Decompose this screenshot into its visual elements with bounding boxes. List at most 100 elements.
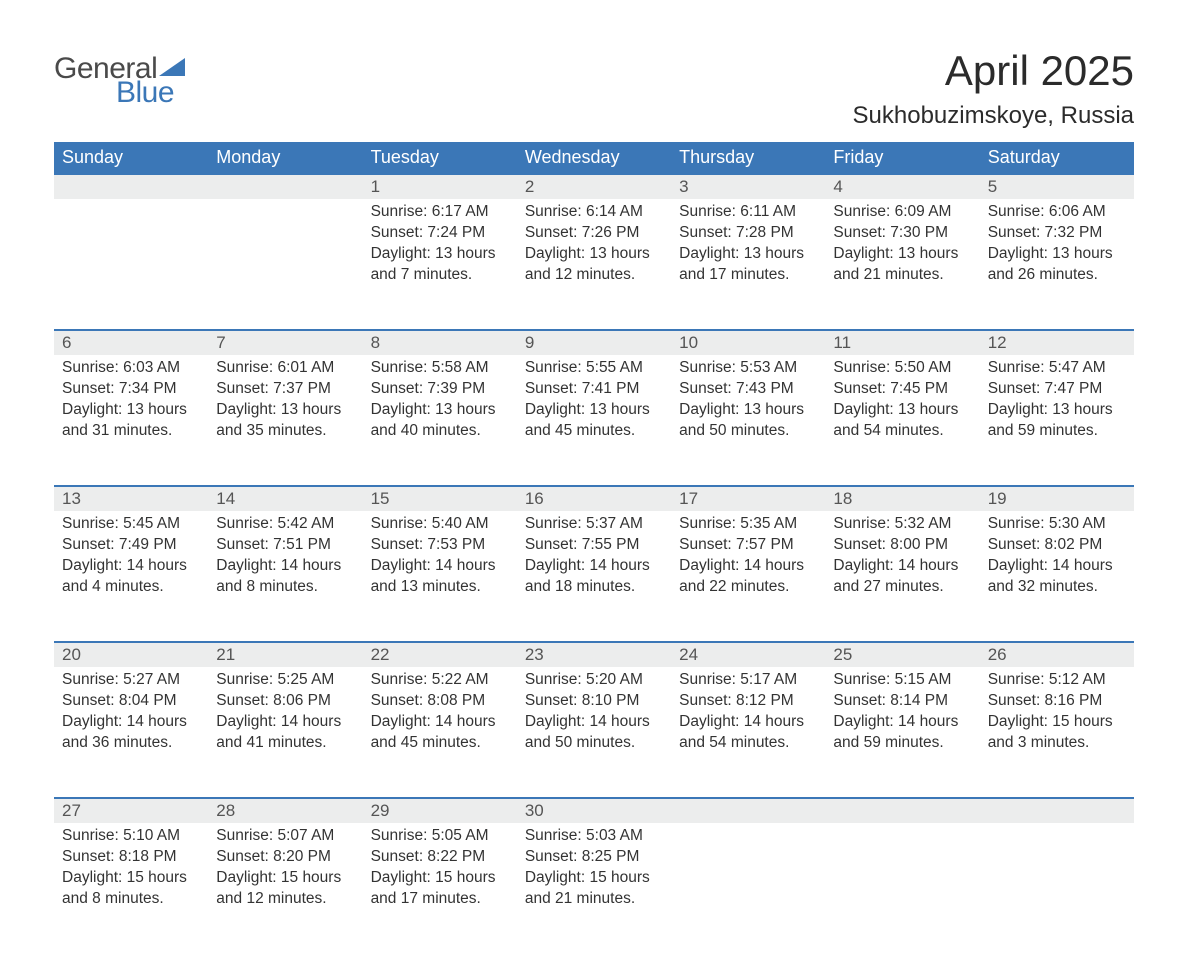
sunrise-text: Sunrise: 5:30 AM [988, 514, 1126, 535]
daylight2-text: and 54 minutes. [833, 421, 971, 442]
sunset-text: Sunset: 7:26 PM [525, 223, 663, 244]
daylight1-text: Daylight: 14 hours [833, 712, 971, 733]
day-details: Sunrise: 6:03 AMSunset: 7:34 PMDaylight:… [54, 355, 208, 460]
day-number: 4 [825, 173, 979, 199]
day-details: Sunrise: 6:11 AMSunset: 7:28 PMDaylight:… [671, 199, 825, 304]
sunset-text: Sunset: 7:53 PM [371, 535, 509, 556]
daylight2-text: and 50 minutes. [679, 421, 817, 442]
day-cell: Sunrise: 6:11 AMSunset: 7:28 PMDaylight:… [671, 199, 825, 329]
day-details: Sunrise: 5:55 AMSunset: 7:41 PMDaylight:… [517, 355, 671, 460]
day-details: Sunrise: 5:47 AMSunset: 7:47 PMDaylight:… [980, 355, 1134, 460]
day-cell: Sunrise: 5:55 AMSunset: 7:41 PMDaylight:… [517, 355, 671, 485]
sunrise-text: Sunrise: 6:14 AM [525, 202, 663, 223]
day-cell: Sunrise: 6:17 AMSunset: 7:24 PMDaylight:… [363, 199, 517, 329]
day-cell: Sunrise: 5:45 AMSunset: 7:49 PMDaylight:… [54, 511, 208, 641]
day-details: Sunrise: 6:14 AMSunset: 7:26 PMDaylight:… [517, 199, 671, 304]
sunrise-text: Sunrise: 5:12 AM [988, 670, 1126, 691]
day-number: 27 [54, 797, 208, 823]
daylight2-text: and 22 minutes. [679, 577, 817, 598]
daylight2-text: and 7 minutes. [371, 265, 509, 286]
day-cell: Sunrise: 6:09 AMSunset: 7:30 PMDaylight:… [825, 199, 979, 329]
daylight1-text: Daylight: 14 hours [525, 712, 663, 733]
page: General Blue April 2025 Sukhobuzimskoye,… [0, 0, 1188, 918]
daylight1-text: Daylight: 14 hours [525, 556, 663, 577]
day-cell: Sunrise: 6:14 AMSunset: 7:26 PMDaylight:… [517, 199, 671, 329]
day-cell [208, 199, 362, 329]
day-details: Sunrise: 5:37 AMSunset: 7:55 PMDaylight:… [517, 511, 671, 616]
day-number [825, 797, 979, 823]
day-number: 19 [980, 485, 1134, 511]
daylight2-text: and 36 minutes. [62, 733, 200, 754]
sunset-text: Sunset: 8:20 PM [216, 847, 354, 868]
weekday-header-row: Sunday Monday Tuesday Wednesday Thursday… [54, 142, 1134, 173]
day-number: 18 [825, 485, 979, 511]
day-details: Sunrise: 5:17 AMSunset: 8:12 PMDaylight:… [671, 667, 825, 772]
daylight2-text: and 13 minutes. [371, 577, 509, 598]
weekday-header: Friday [825, 142, 979, 173]
sunrise-text: Sunrise: 6:01 AM [216, 358, 354, 379]
day-number: 13 [54, 485, 208, 511]
sunrise-text: Sunrise: 5:03 AM [525, 826, 663, 847]
daylight2-text: and 45 minutes. [525, 421, 663, 442]
header: General Blue April 2025 Sukhobuzimskoye,… [54, 48, 1134, 130]
day-number: 6 [54, 329, 208, 355]
day-cell: Sunrise: 5:37 AMSunset: 7:55 PMDaylight:… [517, 511, 671, 641]
day-number: 25 [825, 641, 979, 667]
daylight2-text: and 8 minutes. [62, 889, 200, 910]
sunset-text: Sunset: 7:24 PM [371, 223, 509, 244]
week-number-row: 20212223242526 [54, 641, 1134, 667]
daylight1-text: Daylight: 14 hours [988, 556, 1126, 577]
sunset-text: Sunset: 8:10 PM [525, 691, 663, 712]
logo-text-blue: Blue [116, 78, 185, 108]
month-title: April 2025 [853, 48, 1134, 94]
sunrise-text: Sunrise: 5:15 AM [833, 670, 971, 691]
day-cell: Sunrise: 5:17 AMSunset: 8:12 PMDaylight:… [671, 667, 825, 797]
daylight2-text: and 21 minutes. [525, 889, 663, 910]
daylight1-text: Daylight: 13 hours [62, 400, 200, 421]
day-cell: Sunrise: 5:12 AMSunset: 8:16 PMDaylight:… [980, 667, 1134, 797]
sunrise-text: Sunrise: 5:07 AM [216, 826, 354, 847]
day-details: Sunrise: 6:06 AMSunset: 7:32 PMDaylight:… [980, 199, 1134, 304]
sunrise-text: Sunrise: 5:17 AM [679, 670, 817, 691]
sunset-text: Sunset: 7:55 PM [525, 535, 663, 556]
sunrise-text: Sunrise: 5:42 AM [216, 514, 354, 535]
day-cell: Sunrise: 5:15 AMSunset: 8:14 PMDaylight:… [825, 667, 979, 797]
daylight1-text: Daylight: 13 hours [525, 244, 663, 265]
daylight1-text: Daylight: 14 hours [679, 556, 817, 577]
daylight2-text: and 17 minutes. [679, 265, 817, 286]
sunrise-text: Sunrise: 5:47 AM [988, 358, 1126, 379]
day-cell: Sunrise: 5:03 AMSunset: 8:25 PMDaylight:… [517, 823, 671, 953]
week-body-row: Sunrise: 5:45 AMSunset: 7:49 PMDaylight:… [54, 511, 1134, 641]
day-details: Sunrise: 6:09 AMSunset: 7:30 PMDaylight:… [825, 199, 979, 304]
daylight1-text: Daylight: 14 hours [62, 712, 200, 733]
day-details: Sunrise: 5:12 AMSunset: 8:16 PMDaylight:… [980, 667, 1134, 772]
day-cell: Sunrise: 6:03 AMSunset: 7:34 PMDaylight:… [54, 355, 208, 485]
day-number: 11 [825, 329, 979, 355]
daylight1-text: Daylight: 15 hours [525, 868, 663, 889]
day-details: Sunrise: 5:03 AMSunset: 8:25 PMDaylight:… [517, 823, 671, 928]
day-cell: Sunrise: 5:22 AMSunset: 8:08 PMDaylight:… [363, 667, 517, 797]
daylight1-text: Daylight: 14 hours [371, 556, 509, 577]
daylight2-text: and 18 minutes. [525, 577, 663, 598]
sunrise-text: Sunrise: 5:37 AM [525, 514, 663, 535]
sunrise-text: Sunrise: 5:55 AM [525, 358, 663, 379]
week-number-row: 13141516171819 [54, 485, 1134, 511]
sunrise-text: Sunrise: 6:09 AM [833, 202, 971, 223]
daylight2-text: and 8 minutes. [216, 577, 354, 598]
day-cell [825, 823, 979, 953]
day-cell: Sunrise: 5:30 AMSunset: 8:02 PMDaylight:… [980, 511, 1134, 641]
day-cell: Sunrise: 5:50 AMSunset: 7:45 PMDaylight:… [825, 355, 979, 485]
day-details: Sunrise: 5:07 AMSunset: 8:20 PMDaylight:… [208, 823, 362, 928]
day-details: Sunrise: 5:32 AMSunset: 8:00 PMDaylight:… [825, 511, 979, 616]
daylight2-text: and 35 minutes. [216, 421, 354, 442]
daylight1-text: Daylight: 13 hours [525, 400, 663, 421]
sunrise-text: Sunrise: 6:03 AM [62, 358, 200, 379]
daylight2-text: and 21 minutes. [833, 265, 971, 286]
day-number: 24 [671, 641, 825, 667]
weekday-header: Sunday [54, 142, 208, 173]
day-number: 29 [363, 797, 517, 823]
sunset-text: Sunset: 8:18 PM [62, 847, 200, 868]
day-number: 3 [671, 173, 825, 199]
daylight2-text: and 12 minutes. [525, 265, 663, 286]
daylight2-text: and 59 minutes. [988, 421, 1126, 442]
